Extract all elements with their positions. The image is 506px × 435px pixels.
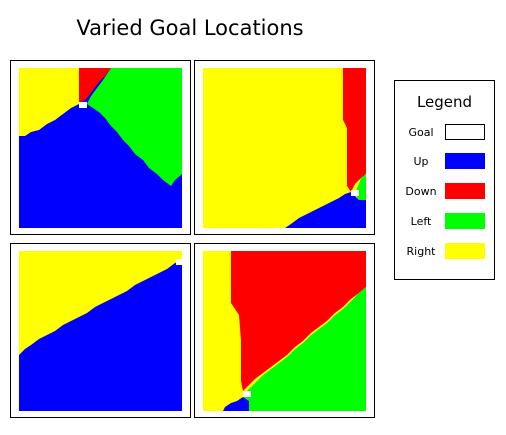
goal-cell — [351, 190, 359, 196]
goal-cell — [176, 259, 182, 265]
policy-map-2 — [203, 68, 366, 228]
legend-label: Down — [405, 185, 437, 198]
legend-item-up: Up — [395, 153, 494, 171]
region-right — [19, 68, 79, 136]
region-up — [285, 192, 366, 228]
region-up — [223, 397, 249, 411]
policy-map-4 — [203, 251, 366, 411]
policy-panel-1 — [10, 60, 191, 235]
policy-panel-2 — [194, 60, 375, 235]
legend-swatch — [445, 243, 485, 259]
goal-cell — [243, 391, 251, 397]
region-down — [231, 251, 366, 391]
legend-swatch — [445, 213, 485, 229]
legend-title: Legend — [416, 93, 473, 111]
legend-swatch — [445, 124, 485, 140]
legend-label: Right — [406, 245, 436, 258]
region-down — [79, 68, 111, 104]
page-title: Varied Goal Locations — [76, 16, 304, 40]
policy-map-1 — [19, 68, 182, 228]
legend-item-down: Down — [395, 183, 494, 201]
policy-map-3 — [19, 251, 182, 411]
legend-swatch — [445, 153, 485, 169]
policy-panel-3 — [10, 243, 191, 418]
region-left — [243, 287, 366, 411]
region-left — [87, 68, 182, 186]
legend-label: Up — [413, 155, 429, 168]
legend-label: Goal — [408, 126, 434, 139]
legend-item-right: Right — [395, 243, 494, 261]
legend-item-left: Left — [395, 213, 494, 231]
region-down — [343, 68, 366, 192]
policy-panel-4 — [194, 243, 375, 418]
legend-item-goal: Goal — [395, 124, 494, 142]
legend: Legend Goal Up Down Left Right — [394, 80, 495, 280]
region-right — [19, 251, 182, 355]
legend-swatch — [445, 183, 485, 199]
legend-label: Left — [410, 215, 432, 228]
goal-cell — [79, 102, 87, 108]
